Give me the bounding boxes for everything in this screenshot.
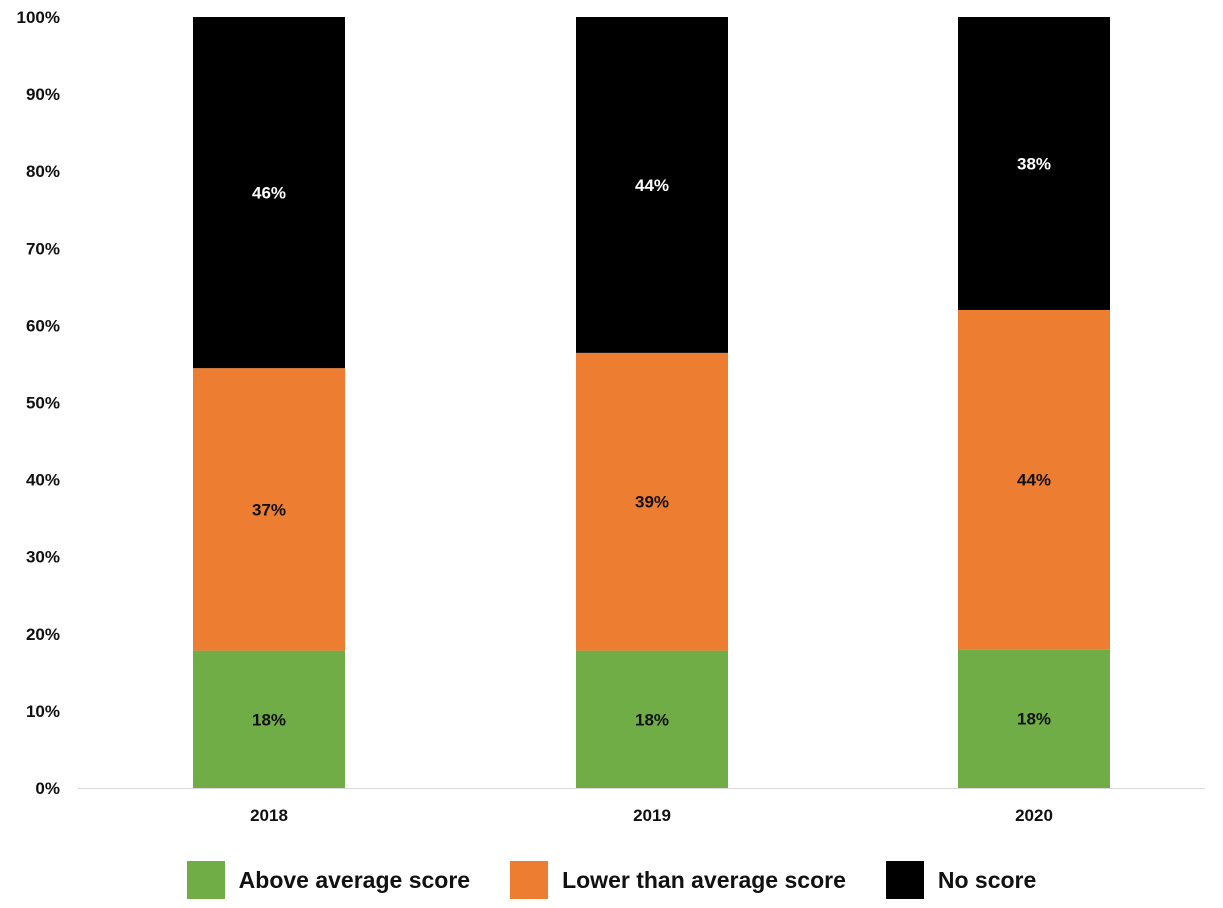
data-label: 46% [252, 184, 286, 203]
y-tick-label: 30% [26, 548, 60, 567]
y-tick-label: 50% [26, 394, 60, 413]
y-tick-label: 20% [26, 625, 60, 644]
bar-segment [576, 650, 728, 788]
x-tick-label: 2020 [1015, 806, 1053, 825]
chart-svg: 0%10%20%30%40%50%60%70%80%90%100% 2018 20… [17, 8, 1205, 825]
legend-swatch-lower-than-average [510, 861, 549, 899]
y-tick-label: 0% [35, 779, 60, 798]
bar-segment [576, 17, 728, 353]
legend: Above average score Lower than average s… [0, 852, 1223, 908]
legend-swatch-no-score [885, 861, 924, 899]
y-tick-label: 90% [26, 85, 60, 104]
data-label: 38% [1017, 154, 1051, 173]
y-tick-label: 60% [26, 316, 60, 335]
x-axis: 2018 2019 2020 [78, 788, 1205, 825]
bar-segment [193, 650, 345, 788]
legend-label-no-score: No score [937, 866, 1037, 893]
data-label: 18% [252, 710, 286, 729]
y-tick-label: 100% [17, 8, 60, 27]
legend-item-lower-than-average: Lower than average score [510, 861, 846, 899]
bar-segment [958, 17, 1110, 310]
data-label: 18% [635, 710, 669, 729]
legend-label-above-average: Above average score [238, 866, 471, 893]
bar-segment [958, 649, 1110, 788]
bar-segment [576, 352, 728, 651]
data-label: 37% [252, 500, 286, 519]
data-label: 39% [635, 493, 669, 512]
legend-item-no-score: No score [885, 861, 1037, 899]
bar-segment [193, 17, 345, 369]
y-tick-label: 40% [26, 471, 60, 490]
x-tick-label: 2018 [250, 806, 288, 825]
data-label: 44% [1017, 471, 1051, 490]
data-label: 18% [1017, 710, 1051, 729]
y-tick-label: 80% [26, 162, 60, 181]
bar-segment [958, 309, 1110, 650]
y-tick-label: 10% [26, 702, 60, 721]
legend-swatch-above-average [186, 861, 225, 899]
data-label: 44% [635, 176, 669, 195]
legend-label-lower-than-average: Lower than average score [562, 866, 846, 893]
legend-item-above-average: Above average score [186, 861, 471, 899]
bar-segment [193, 368, 345, 651]
y-tick-label: 70% [26, 239, 60, 258]
x-tick-label: 2019 [633, 806, 671, 825]
bars: 18% 37% 46% 18% 39% 44% 18% 44% 38% [193, 17, 1110, 788]
y-axis: 0% 10% 20% 30% 40% 50% 60% 70% 80% 90% 100% [17, 8, 60, 798]
